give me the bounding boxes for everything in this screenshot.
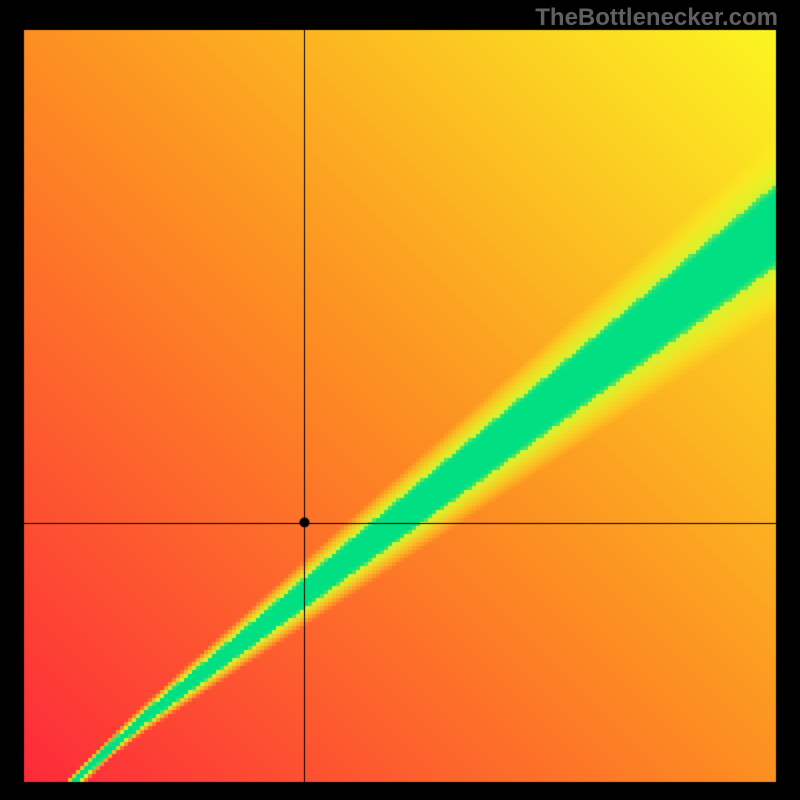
bottleneck-heatmap-canvas <box>0 0 800 800</box>
chart-container: { "canvas": { "width": 800, "height": 80… <box>0 0 800 800</box>
watermark-text: TheBottlenecker.com <box>535 4 778 32</box>
